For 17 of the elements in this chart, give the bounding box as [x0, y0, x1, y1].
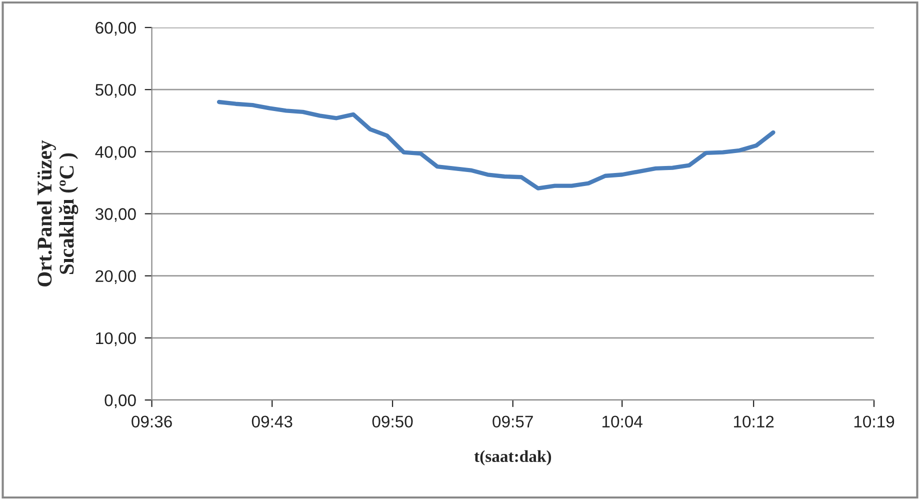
y-axis-title: Ort.Panel Yüzey Sıcaklığı (ºC ): [36, 140, 78, 286]
y-tick-label: 50,00: [95, 84, 136, 98]
x-tick-label: 10:04: [602, 416, 642, 428]
y-tick-label: 60,00: [96, 22, 136, 36]
x-tick-label: 09:43: [252, 416, 292, 428]
x-tick-label: 10:19: [854, 416, 894, 428]
line-series: [216, 100, 776, 190]
y-tick-label: 20,00: [96, 270, 136, 284]
x-tick-label: 10:12: [734, 416, 774, 428]
x-tick-label: 09:50: [372, 416, 413, 428]
x-tick-label: 09:36: [132, 416, 172, 428]
y-tick-label: 40,00: [95, 146, 136, 160]
y-tick-label: 0,00: [104, 394, 136, 408]
y-tick-label: 10,00: [96, 332, 136, 346]
y-tick-label: 30,00: [95, 208, 136, 222]
x-axis-title: t(saat:dak): [474, 450, 552, 466]
x-tick-label: 09:57: [492, 416, 533, 428]
